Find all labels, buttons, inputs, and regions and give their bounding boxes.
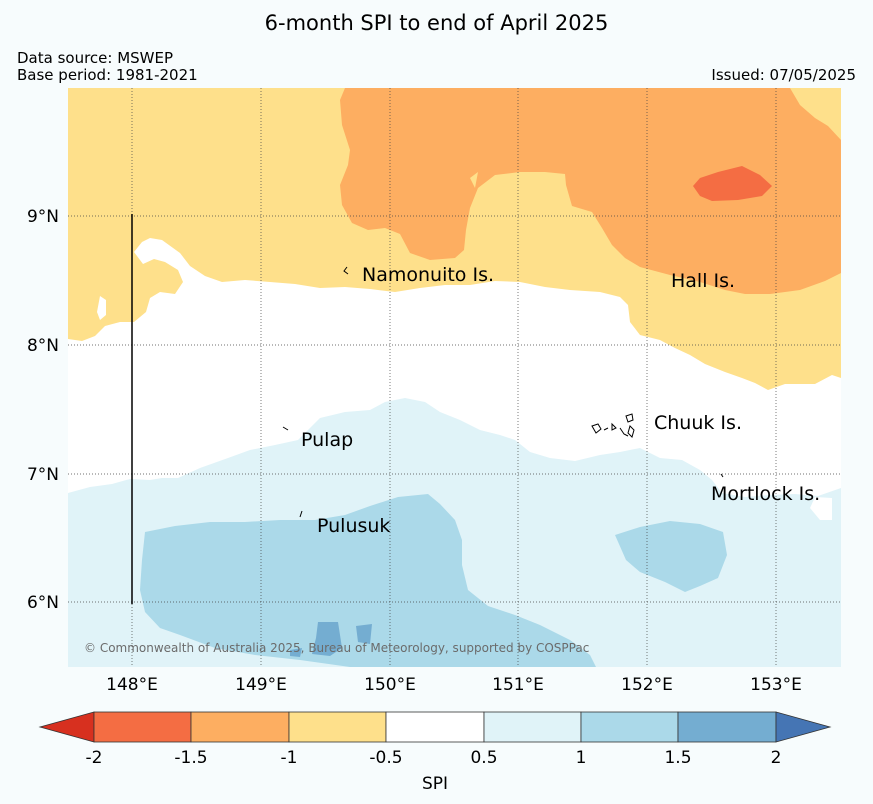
colorbar-segment: [288, 711, 387, 743]
spi-zone-moderate-wet: [615, 521, 727, 592]
map-panel: [68, 88, 841, 667]
colorbar-extend-low: [38, 711, 95, 743]
place-label-pulap: Pulap: [301, 429, 353, 451]
map-gridlines: [68, 88, 841, 667]
place-label-namonuito: Namonuito Is.: [362, 264, 494, 286]
colorbar-tick-label: -2: [86, 748, 103, 768]
lat-label: 9°N: [27, 207, 59, 227]
map-title: 6-month SPI to end of April 2025: [264, 11, 609, 35]
spi-zone-moderate-dry: [340, 88, 841, 294]
lat-label: 6°N: [27, 593, 59, 613]
colorbar-tick-label: 2: [771, 748, 782, 768]
spi-zone-severe-dry: [693, 166, 772, 201]
colorbar-title: SPI: [422, 774, 448, 794]
lon-label: 148°E: [106, 675, 158, 695]
colorbar-tick-label: 0.5: [470, 748, 497, 768]
colorbar-segment: [580, 711, 679, 743]
lon-label: 149°E: [235, 675, 287, 695]
colorbar-segment: [483, 711, 582, 743]
data-source-label: Data source: MSWEP: [17, 49, 174, 67]
lat-label: 8°N: [27, 336, 59, 356]
colorbar-segment: [677, 711, 777, 743]
colorbar-tick-label: 1.5: [664, 748, 691, 768]
copyright-notice: © Commonwealth of Australia 2025, Bureau…: [84, 641, 589, 655]
colorbar-extend-high: [775, 711, 832, 743]
colorbar: [38, 711, 832, 743]
spi-zone-severe-wet: [312, 622, 342, 656]
place-label-chuuk: Chuuk Is.: [654, 412, 742, 434]
lon-label: 151°E: [492, 675, 544, 695]
colorbar-segment: [93, 711, 192, 743]
place-label-pulusuk: Pulusuk: [317, 515, 390, 537]
place-label-hall: Hall Is.: [671, 270, 735, 292]
place-label-mortlock: Mortlock Is.: [711, 483, 820, 505]
spi-zone-severe-wet: [290, 648, 302, 657]
colorbar-tick-label: -1.5: [174, 748, 207, 768]
spi-zone-severe-wet: [356, 624, 372, 644]
spi-zone-moderate-wet: [140, 494, 596, 667]
island-outlines: [282, 266, 724, 518]
colorbar-tick-label: -0.5: [369, 748, 402, 768]
lat-label: 7°N: [27, 465, 59, 485]
issued-date-label: Issued: 07/05/2025: [711, 66, 856, 84]
colorbar-tick-label: -1: [281, 748, 298, 768]
lon-label: 150°E: [364, 675, 416, 695]
colorbar-tick-label: 1: [576, 748, 587, 768]
colorbar-segment: [385, 711, 485, 743]
lon-label: 152°E: [621, 675, 673, 695]
base-period-label: Base period: 1981-2021: [17, 66, 198, 84]
colorbar-segment: [190, 711, 290, 743]
lon-label: 153°E: [750, 675, 802, 695]
